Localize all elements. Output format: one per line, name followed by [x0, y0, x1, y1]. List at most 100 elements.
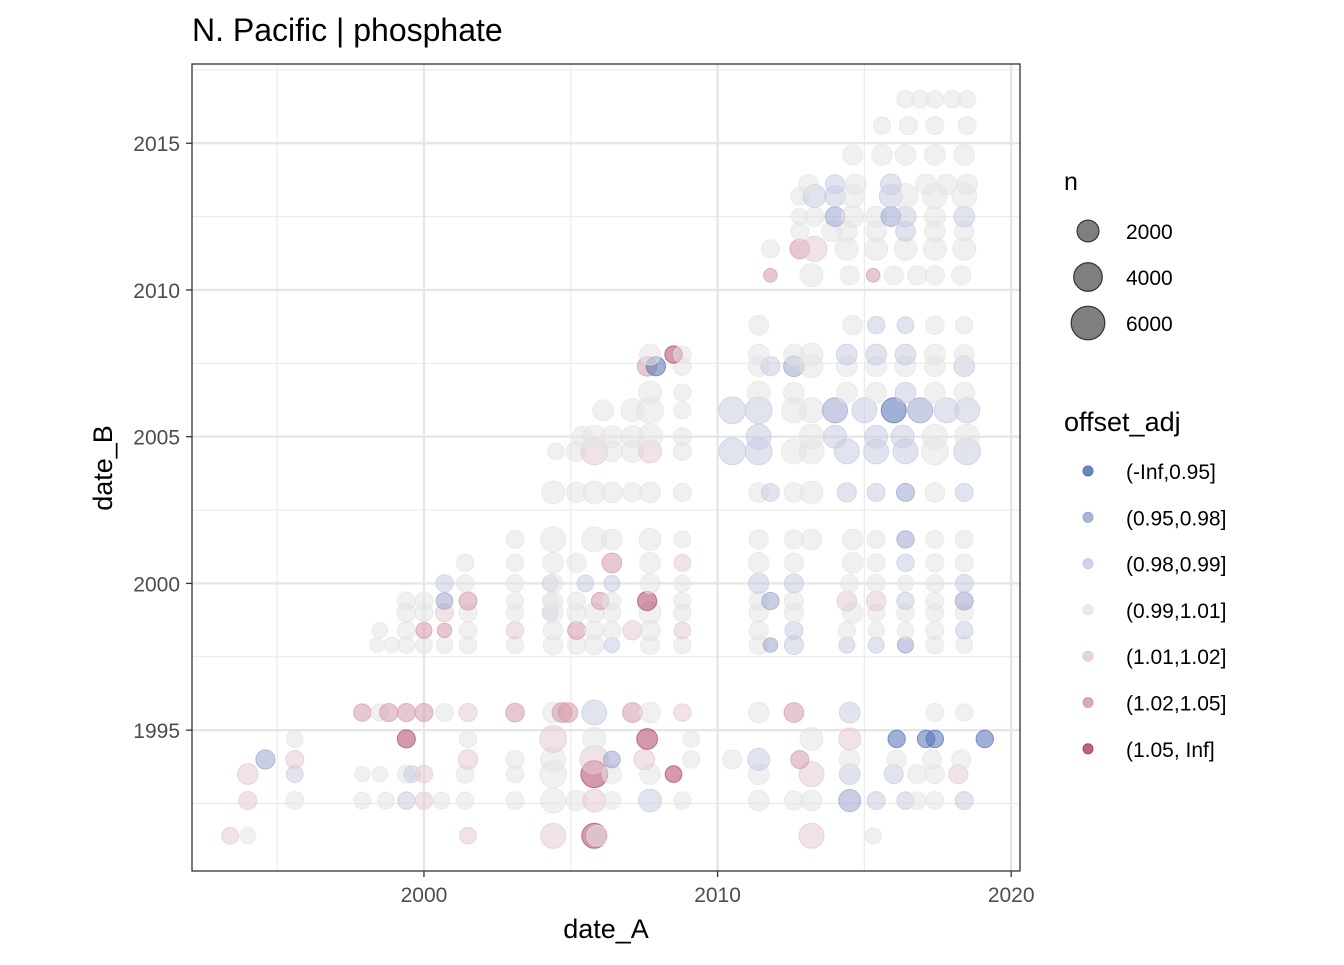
- data-point: [639, 573, 661, 594]
- data-point: [783, 552, 804, 573]
- data-point: [718, 437, 747, 466]
- data-point: [896, 621, 915, 640]
- data-point: [883, 265, 904, 286]
- data-point: [925, 703, 945, 723]
- data-point: [539, 725, 568, 753]
- data-point: [896, 530, 915, 549]
- data-point: [601, 481, 623, 504]
- data-point: [636, 728, 658, 750]
- data-point: [673, 383, 692, 402]
- data-point: [798, 397, 825, 424]
- data-point: [542, 620, 564, 641]
- data-point: [783, 381, 805, 404]
- y-tick-label: 2015: [133, 133, 180, 156]
- data-point: [953, 381, 976, 404]
- data-point: [896, 553, 915, 573]
- size-legend-key: [1073, 262, 1103, 292]
- data-point: [866, 553, 886, 573]
- data-point: [673, 530, 692, 549]
- data-point: [748, 572, 770, 595]
- x-tick-label: 2000: [401, 884, 448, 907]
- data-point: [540, 526, 567, 553]
- data-point: [436, 622, 453, 639]
- data-point: [923, 381, 946, 404]
- data-point: [455, 553, 475, 573]
- data-point: [841, 205, 865, 229]
- data-point: [602, 750, 621, 769]
- data-point: [864, 424, 889, 449]
- data-point: [584, 620, 605, 641]
- data-point: [955, 315, 974, 335]
- data-point: [783, 573, 804, 594]
- data-point: [923, 144, 946, 166]
- data-point: [673, 574, 692, 593]
- color-legend-key: [1082, 650, 1094, 662]
- data-point: [414, 764, 434, 784]
- data-point: [505, 791, 525, 811]
- data-point: [505, 574, 525, 593]
- data-point: [798, 173, 819, 195]
- data-point: [505, 529, 525, 549]
- data-point: [505, 553, 525, 573]
- data-point: [836, 482, 857, 503]
- data-point: [879, 173, 902, 196]
- color-legend-key: [1082, 604, 1094, 616]
- data-point: [505, 621, 525, 640]
- color-legend: offset_adj (-Inf,0.95] (0.95,0.98] (0.98,0…: [1064, 407, 1226, 762]
- data-point: [396, 591, 416, 611]
- data-point: [896, 591, 915, 611]
- data-point: [799, 480, 824, 505]
- data-point: [804, 206, 825, 227]
- data-point: [951, 265, 972, 286]
- data-point: [783, 529, 804, 550]
- data-point: [255, 749, 276, 770]
- data-point: [354, 766, 371, 783]
- color-legend-key: [1082, 743, 1094, 755]
- data-point: [458, 703, 478, 723]
- data-point: [602, 591, 622, 611]
- data-point: [672, 482, 692, 502]
- data-point: [763, 267, 778, 283]
- data-point: [748, 314, 770, 336]
- size-legend-label: 6000: [1126, 313, 1173, 336]
- data-point: [672, 427, 692, 447]
- data-point: [923, 205, 946, 228]
- data-point: [379, 703, 399, 723]
- data-point: [673, 703, 692, 722]
- data-point: [455, 791, 475, 810]
- data-point: [842, 144, 863, 166]
- data-point: [894, 144, 917, 166]
- data-point: [871, 144, 893, 166]
- color-legend-label: (0.98,0.99]: [1126, 554, 1226, 577]
- data-point: [376, 791, 395, 810]
- data-point: [414, 591, 434, 611]
- data-point: [953, 344, 975, 365]
- data-point: [864, 827, 882, 845]
- data-point: [435, 592, 454, 610]
- data-point: [836, 590, 858, 612]
- data-point: [954, 482, 974, 502]
- data-point: [801, 235, 828, 262]
- data-points: [221, 90, 994, 849]
- data-point: [798, 761, 825, 788]
- data-point: [866, 482, 886, 502]
- data-point: [664, 765, 683, 784]
- data-point: [925, 553, 945, 573]
- data-point: [505, 591, 525, 611]
- data-point: [396, 703, 416, 723]
- data-point: [673, 401, 692, 420]
- data-point: [542, 552, 565, 574]
- color-legend-key: [1082, 465, 1094, 477]
- data-point: [582, 788, 607, 813]
- data-point: [896, 636, 915, 654]
- data-point: [681, 750, 701, 769]
- color-legend-label: (1.02,1.05]: [1126, 693, 1226, 716]
- color-legend-key: [1082, 697, 1094, 708]
- data-point: [639, 701, 661, 724]
- data-point: [886, 749, 907, 770]
- data-point: [896, 574, 915, 592]
- data-point: [637, 590, 658, 612]
- data-point: [800, 528, 823, 551]
- panel-border: [191, 63, 1021, 872]
